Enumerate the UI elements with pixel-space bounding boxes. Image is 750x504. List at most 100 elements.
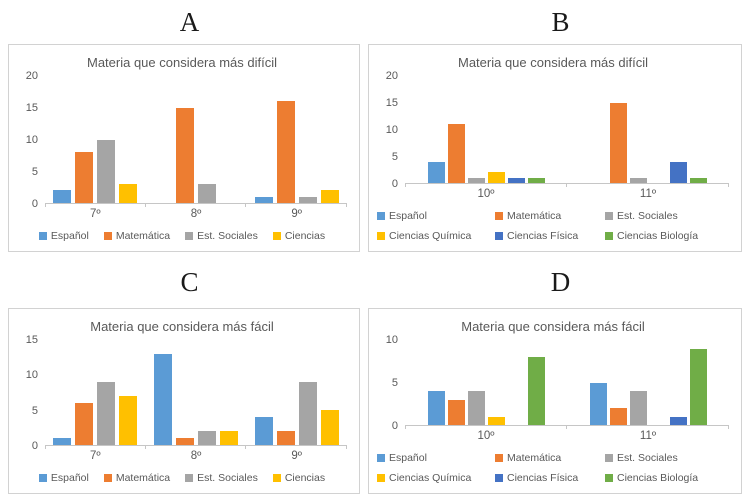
legend-swatch-matematica-icon <box>103 474 112 482</box>
chart-a-plot-area: 0 5 10 15 20 7º 8º 9º <box>17 70 347 223</box>
bar-ciencias-quimica-10 <box>487 172 505 183</box>
bar-ciencias-7 <box>119 396 138 445</box>
bar-espanol-11 <box>589 382 607 425</box>
x-axis: 10º 11º <box>377 426 729 445</box>
x-axis-label-10: 10º <box>405 426 567 445</box>
legend-label-espanol: Español <box>50 230 89 242</box>
legend-label-ciencias-fisica: Ciencias Física <box>507 230 579 242</box>
bar-group-9 <box>246 76 347 203</box>
legend-item-ciencias-biologia: Ciencias Biología <box>605 230 729 242</box>
chart-c-letter: C <box>180 267 199 297</box>
bar-ciencias-biologia-11 <box>689 177 707 183</box>
bar-est-sociales-11 <box>629 391 647 425</box>
bar-group-10 <box>405 76 567 183</box>
bar-matematica-10 <box>447 124 465 183</box>
y-tick-label-20: 20 <box>385 70 398 82</box>
chart-d-title: Materia que considera más fácil <box>461 319 645 334</box>
legend-swatch-est-sociales-icon <box>185 474 194 482</box>
x-axis-label-8: 8º <box>146 204 247 223</box>
legend-swatch-ciencias-fisica-icon <box>495 232 503 240</box>
chart-a-title: Materia que considera más difícil <box>86 55 278 70</box>
legend-label-matematica: Matemática <box>115 230 171 242</box>
legend-item-ciencias: Ciencias <box>272 230 325 242</box>
bar-matematica-7 <box>75 403 94 445</box>
bar-ciencias-9 <box>320 190 339 203</box>
bar-est-sociales-8 <box>198 183 216 203</box>
legend-item-espanol: Español <box>377 210 495 222</box>
bar-est-sociales-10 <box>467 177 485 183</box>
bar-group-7 <box>45 76 146 203</box>
legend-item-ciencias-biologia: Ciencias Biología <box>605 472 729 484</box>
y-tick-label-10: 10 <box>25 369 38 382</box>
bar-matematica-8 <box>176 438 194 445</box>
legend-swatch-ciencias-icon <box>272 232 281 240</box>
x-axis: 7º 8º 9º <box>17 446 347 465</box>
bar-espanol-7 <box>53 190 72 203</box>
bar-matematica-9 <box>276 101 295 203</box>
y-tick-label-15: 15 <box>25 102 38 114</box>
legend-item-est-sociales: Est. Sociales <box>605 210 729 222</box>
chart-b-plot-area: 0 5 10 15 20 10º 11º <box>377 70 729 203</box>
legend-item-espanol: Español <box>377 452 495 464</box>
legend-item-ciencias-quimica: Ciencias Química <box>377 230 495 242</box>
x-axis-label-8: 8º <box>146 446 247 465</box>
chart-a-letter: A <box>179 7 200 37</box>
legend-item-est-sociales: Est. Sociales <box>605 452 729 464</box>
top-panel-row: Materia que considera más difícil 0 5 10 15… <box>8 44 742 252</box>
x-axis-label-7: 7º <box>45 204 146 223</box>
legend-item-matematica: Matemática <box>103 230 171 242</box>
y-tick-label-0: 0 <box>31 440 38 452</box>
legend-item-ciencias-quimica: Ciencias Química <box>377 472 495 484</box>
chart-b-letter: B <box>551 7 570 37</box>
legend-swatch-espanol-icon <box>38 232 47 240</box>
x-axis-label-11: 11º <box>567 426 729 445</box>
bar-group-8 <box>146 340 247 445</box>
legend-swatch-matematica-icon <box>495 212 503 220</box>
chart-b-legend: Español Matemática Est. Sociales Ciencias Q… <box>377 203 729 247</box>
bar-ciencias-9 <box>320 410 339 445</box>
plot <box>405 340 729 426</box>
bar-ciencias-fisica-11 <box>669 161 687 183</box>
bar-group-8 <box>146 76 247 203</box>
legend-label-ciencias-quimica: Ciencias Química <box>389 472 472 484</box>
y-tick-label-10: 10 <box>385 334 398 346</box>
chart-c-legend: Español Matemática Est. Sociales Ciencias <box>17 465 347 489</box>
bar-espanol-10 <box>427 391 445 425</box>
chart-d-letter: D <box>550 267 571 297</box>
legend-item-espanol: Español <box>38 230 89 242</box>
legend-label-est-sociales: Est. Sociales <box>197 230 258 242</box>
x-axis-label-11: 11º <box>567 184 729 203</box>
bar-espanol-8 <box>154 354 172 445</box>
y-axis: 0 5 10 <box>377 334 405 432</box>
y-axis: 0 5 10 15 <box>17 334 45 452</box>
bar-ciencias-biologia-10 <box>527 177 545 183</box>
bar-ciencias-biologia-10 <box>527 357 545 425</box>
legend-label-espanol: Español <box>389 452 427 464</box>
legend-swatch-espanol-icon <box>377 454 385 462</box>
y-tick-label-15: 15 <box>385 97 398 109</box>
bar-est-sociales-9 <box>298 382 317 445</box>
bottom-panel-row: Materia que considera más fácil 0 5 10 15 7º… <box>8 308 742 494</box>
plot <box>45 340 347 446</box>
chart-c-plot-area: 0 5 10 15 7º 8º 9º <box>17 334 347 465</box>
plot-row: 0 5 10 15 <box>17 334 347 452</box>
legend-item-matematica: Matemática <box>103 472 170 484</box>
legend-item-espanol: Español <box>38 472 89 484</box>
chart-d-panel: Materia que considera más fácil 0 5 10 10º 1… <box>368 308 742 494</box>
legend-label-espanol: Español <box>50 472 89 484</box>
chart-d-plot-area: 0 5 10 10º 11º <box>377 334 729 445</box>
x-axis-labels: 7º 8º 9º <box>45 446 347 465</box>
y-axis: 0 5 10 15 20 <box>377 70 405 190</box>
chart-b-title: Materia que considera más difícil <box>457 55 649 70</box>
y-tick-label-15: 15 <box>25 334 38 346</box>
bar-est-sociales-11 <box>629 177 647 183</box>
legend-item-est-sociales: Est. Sociales <box>185 472 258 484</box>
legend-label-ciencias-biologia: Ciencias Biología <box>617 230 699 242</box>
bar-matematica-10 <box>447 399 465 425</box>
legend-label-est-sociales: Est. Sociales <box>617 210 678 222</box>
bar-ciencias-quimica-10 <box>487 416 505 425</box>
y-tick-label-5: 5 <box>31 166 38 178</box>
x-axis-labels: 10º 11º <box>405 426 729 445</box>
bar-matematica-11 <box>609 408 627 425</box>
